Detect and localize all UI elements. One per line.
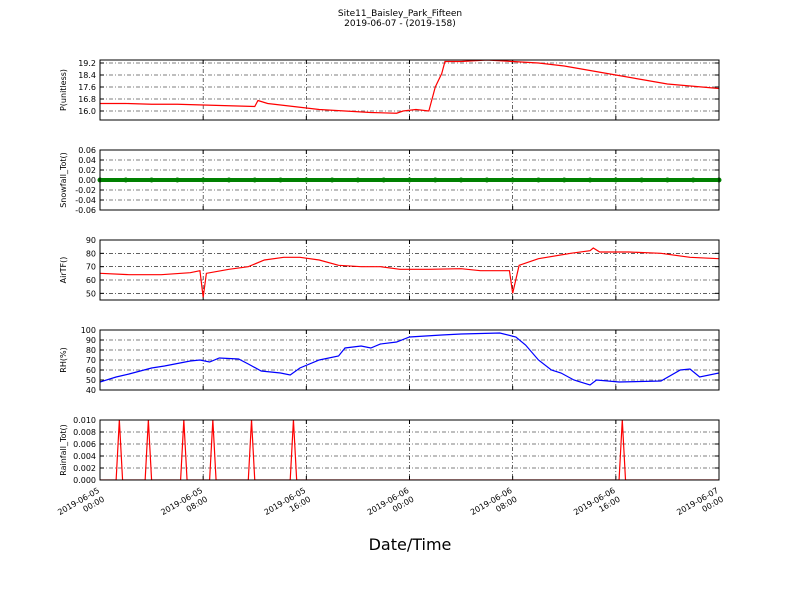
y-tick-label: 0.00 xyxy=(78,176,96,185)
y-tick-label: 18.4 xyxy=(78,71,96,80)
data-line xyxy=(100,332,719,386)
data-point xyxy=(639,177,645,183)
y-tick-label: 0.04 xyxy=(78,156,96,165)
data-point xyxy=(200,177,206,183)
y-tick-label: 16.0 xyxy=(78,107,96,116)
y-tick-label: -0.06 xyxy=(75,206,96,215)
y-tick-label: 90 xyxy=(86,236,96,245)
y-axis-label: Snowfall_Tot() xyxy=(59,152,68,208)
data-point xyxy=(664,177,670,183)
plot-frame xyxy=(99,149,720,211)
data-point xyxy=(252,177,258,183)
y-tick-label: 0.006 xyxy=(73,440,96,449)
y-tick-label: 0.02 xyxy=(78,166,96,175)
y-tick-label: 0.008 xyxy=(73,428,96,437)
plot-frame xyxy=(99,239,720,301)
y-tick-label: -0.04 xyxy=(75,196,96,205)
y-tick-label: 100 xyxy=(81,326,96,335)
subtitle: 2019-06-07 - (2019-158) xyxy=(344,19,456,29)
x-tick-label: 2019-06-0600:00 xyxy=(366,486,416,526)
y-tick-label: 50 xyxy=(86,289,96,298)
y-tick-label: 80 xyxy=(86,346,96,355)
data-point xyxy=(303,177,309,183)
y-tick-label: 80 xyxy=(86,249,96,258)
data-point xyxy=(587,177,593,183)
y-tick-label: 70 xyxy=(86,263,96,272)
data-point xyxy=(278,177,284,183)
y-tick-label: 0.000 xyxy=(73,476,96,485)
y-tick-label: 70 xyxy=(86,356,96,365)
y-tick-label: 0.002 xyxy=(73,464,96,473)
y-tick-label: 0.010 xyxy=(73,416,96,425)
y-tick-label: 16.8 xyxy=(78,95,96,104)
plot-frame xyxy=(99,59,720,121)
data-point xyxy=(407,177,412,183)
x-tick-label: 2019-06-0700:00 xyxy=(675,486,725,526)
y-axis-label: Rainfall_Tot() xyxy=(59,424,68,476)
data-point xyxy=(613,177,619,183)
y-tick-label: 50 xyxy=(86,376,96,385)
x-tick-label: 2019-06-0516:00 xyxy=(263,486,313,526)
x-tick-label: 2019-06-0608:00 xyxy=(469,486,519,526)
data-point xyxy=(535,177,541,183)
y-axis-label: RH(%) xyxy=(59,347,68,372)
data-point xyxy=(123,177,129,183)
y-tick-label: 0.004 xyxy=(73,452,96,461)
y-tick-label: 0.06 xyxy=(78,146,96,155)
plot-frame xyxy=(99,419,720,481)
data-line xyxy=(100,247,719,298)
data-point xyxy=(329,177,335,183)
data-point xyxy=(690,177,696,183)
data-point xyxy=(355,177,361,183)
data-point xyxy=(458,177,464,183)
plot-frame xyxy=(99,329,720,391)
data-point xyxy=(174,177,180,183)
y-axis-label: P(unitless) xyxy=(59,69,68,111)
x-tick-label: 2019-06-0616:00 xyxy=(572,486,622,526)
x-tick-label: 2019-06-0508:00 xyxy=(159,486,209,526)
x-axis-label: Date/Time xyxy=(369,535,452,554)
y-tick-label: 60 xyxy=(86,276,96,285)
y-axis-label: AirTF() xyxy=(59,257,68,284)
data-point xyxy=(381,177,387,183)
y-tick-label: 60 xyxy=(86,366,96,375)
data-line xyxy=(100,60,719,114)
y-tick-label: 17.6 xyxy=(78,83,96,92)
data-point xyxy=(149,177,155,183)
y-tick-label: -0.02 xyxy=(75,186,96,195)
x-tick-label: 2019-06-0500:00 xyxy=(56,486,106,526)
title: Site11_Baisley_Park_Fifteen xyxy=(338,9,462,19)
data-point xyxy=(432,177,438,183)
y-tick-label: 40 xyxy=(86,386,96,395)
y-tick-label: 19.2 xyxy=(78,59,96,68)
data-point xyxy=(484,177,490,183)
y-tick-label: 90 xyxy=(86,336,96,345)
data-point xyxy=(510,177,516,183)
data-point xyxy=(561,177,567,183)
data-point xyxy=(226,177,232,183)
